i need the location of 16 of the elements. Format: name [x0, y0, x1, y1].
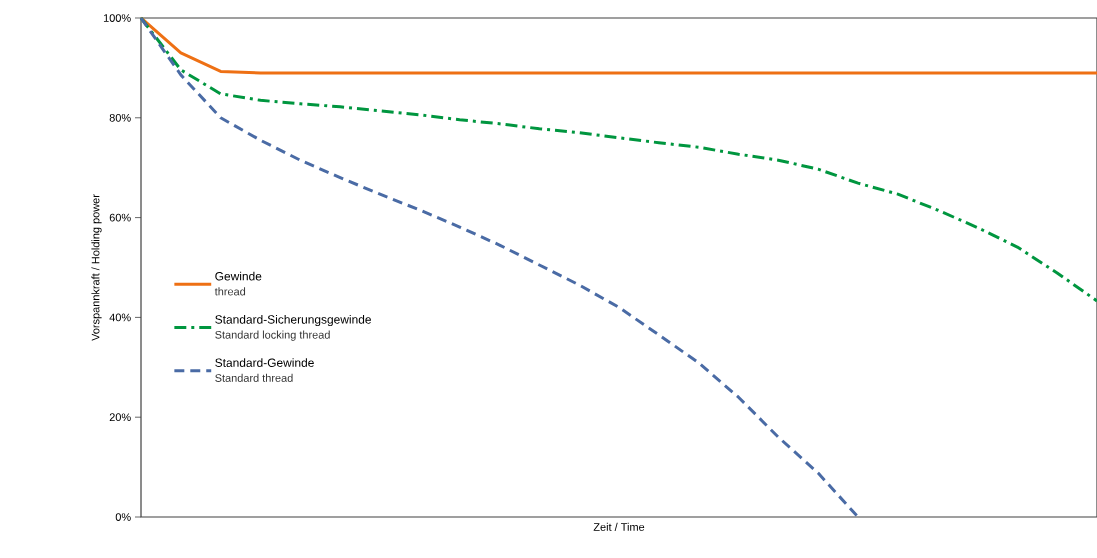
line-series [139, 16, 860, 519]
legend-label: Standard-Gewinde [215, 358, 314, 367]
annotation: thread [214, 287, 246, 296]
x-axis-title: Zeit / Time [593, 522, 645, 531]
line-series [139, 16, 1097, 303]
y-tick-label: 60% [109, 213, 131, 222]
y-tick-label: 40% [109, 313, 131, 322]
legend-label: Gewinde [215, 271, 262, 281]
annotation: Standard thread [215, 373, 293, 382]
legend-label: Standard-Sicherungsgewinde [215, 314, 371, 327]
y-tick-label: 100% [103, 14, 131, 22]
y-axis-title: Vorspannkraft / Holding power [91, 194, 102, 341]
y-tick-label: 20% [109, 413, 131, 422]
y-tick-label: 80% [109, 113, 131, 122]
y-tick-label: 0% [115, 513, 131, 521]
annotation: Standard locking thread [215, 330, 330, 341]
